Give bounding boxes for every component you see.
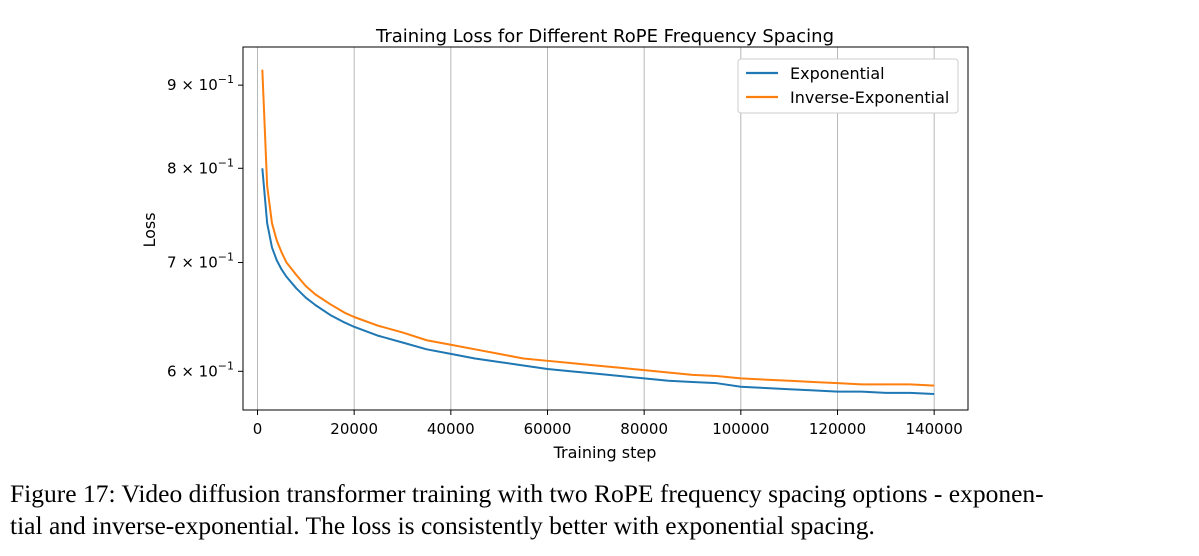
- x-axis-ticks: 0 20000 40000 60000 80000 100000 120000 140000: [253, 410, 963, 438]
- caption-line-1: Figure 17: Video diffusion transformer t…: [10, 479, 1044, 508]
- x-tick-label: 40000: [427, 420, 475, 438]
- y-tick-label: 9 × 10−1: [167, 73, 234, 94]
- series-line-exponential: [261, 168, 935, 396]
- legend: Exponential Inverse-Exponential: [737, 58, 959, 114]
- x-tick-label: 140000: [906, 420, 963, 438]
- series-lines: [261, 69, 935, 396]
- x-tick-label: 60000: [524, 420, 572, 438]
- y-axis-ticks: 6 × 10−1 7 × 10−1 8 × 10−1 9 × 10−1: [167, 73, 243, 380]
- y-tick-label: 7 × 10−1: [167, 251, 234, 272]
- x-tick-label: 0: [253, 420, 263, 438]
- caption-line-2: tial and inverse-exponential. The loss i…: [10, 511, 875, 540]
- chart-title: Training Loss for Different RoPE Frequen…: [375, 26, 834, 47]
- y-axis-label: Loss: [140, 212, 159, 247]
- series-line-inverse-exponential: [261, 69, 935, 387]
- x-tick-label: 20000: [330, 420, 378, 438]
- x-tick-label: 120000: [809, 420, 866, 438]
- y-tick-label: 8 × 10−1: [167, 156, 234, 177]
- x-tick-label: 100000: [712, 420, 769, 438]
- legend-label-exponential: Exponential: [790, 64, 885, 83]
- legend-box: [737, 58, 959, 114]
- plot-frame: [242, 46, 969, 411]
- x-axis-label: Training step: [553, 443, 657, 462]
- loss-chart: 0 20000 40000 60000 80000 100000 120000 140000 …: [140, 26, 969, 462]
- legend-label-inverse-exponential: Inverse-Exponential: [790, 88, 949, 107]
- x-tick-label: 80000: [620, 420, 668, 438]
- y-tick-label: 6 × 10−1: [167, 359, 234, 380]
- figure-caption: Figure 17: Video diffusion transformer t…: [10, 478, 1190, 542]
